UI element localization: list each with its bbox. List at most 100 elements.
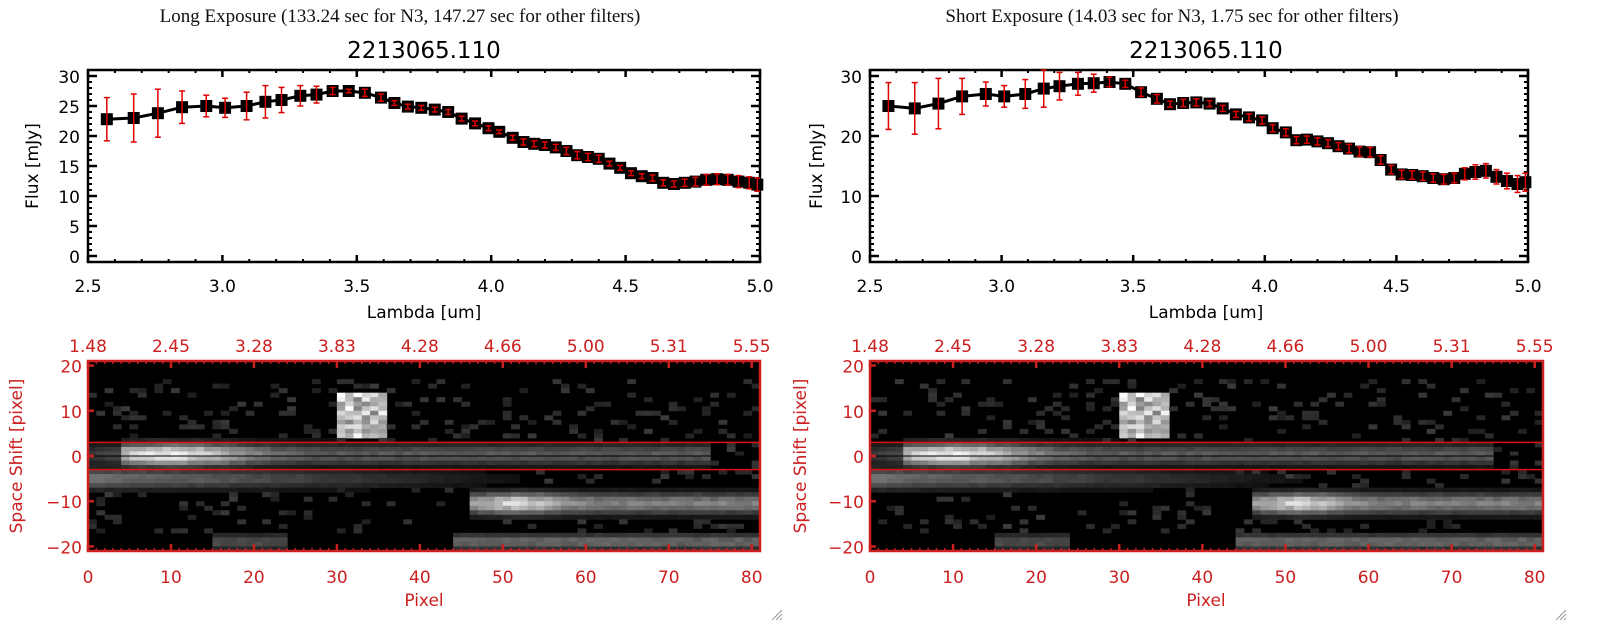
image-pixel — [345, 379, 354, 385]
image-pixel — [1302, 460, 1311, 466]
image-pixel — [1509, 514, 1519, 520]
image-pixel — [1277, 546, 1286, 552]
image-pixel — [585, 442, 595, 448]
image-pixel — [112, 446, 122, 452]
image-pixel — [88, 392, 97, 398]
image-pixel — [1243, 451, 1253, 457]
image-pixel — [635, 496, 645, 502]
image-pixel — [1343, 496, 1353, 502]
image-pixel — [944, 483, 954, 489]
image-pixel — [1518, 541, 1527, 547]
image-pixel — [179, 415, 189, 421]
image-pixel — [336, 478, 346, 484]
image-pixel — [1127, 469, 1137, 475]
image-pixel — [961, 487, 971, 493]
image-pixel — [1194, 505, 1203, 511]
image-pixel — [569, 496, 578, 502]
image-pixel — [693, 451, 703, 457]
image-pixel — [112, 424, 122, 430]
image-pixel — [237, 437, 247, 443]
image-x-tick-label: 30 — [326, 568, 348, 588]
image-pixel — [1069, 487, 1079, 493]
image-pixel — [585, 510, 595, 516]
image-pixel — [1434, 501, 1444, 507]
image-pixel — [1119, 456, 1129, 462]
image-pixel — [444, 469, 454, 475]
image-pixel — [1426, 501, 1436, 507]
image-pixel — [345, 465, 354, 471]
image-pixel — [1127, 379, 1137, 385]
image-pixel — [718, 469, 728, 475]
image-pixel — [577, 510, 587, 516]
image-pixel — [1459, 496, 1469, 502]
image-pixel — [978, 474, 987, 480]
image-pixel — [886, 465, 896, 471]
image-pixel — [1434, 424, 1444, 430]
image-pixel — [1119, 419, 1129, 425]
image-pixel — [1451, 546, 1461, 552]
image-pixel — [328, 451, 338, 457]
image-pixel — [1501, 415, 1511, 421]
image-pixel — [536, 546, 545, 552]
image-pixel — [253, 546, 263, 552]
image-pixel — [245, 469, 255, 475]
image-pixel — [1501, 510, 1511, 516]
image-pixel — [245, 483, 255, 489]
image-pixel — [1144, 410, 1153, 416]
image-pixel — [1019, 519, 1029, 525]
image-pixel — [1027, 537, 1037, 543]
error-bar — [496, 129, 503, 135]
image-pixel — [569, 510, 578, 516]
image-pixel — [936, 446, 946, 452]
image-pixel — [569, 424, 578, 430]
image-pixel — [1418, 501, 1428, 507]
image-pixel — [419, 469, 429, 475]
image-pixel — [1285, 501, 1295, 507]
image-pixel — [1194, 478, 1203, 484]
error-bar — [418, 104, 425, 111]
image-pixel — [1285, 456, 1295, 462]
resize-grip-short[interactable] — [1555, 609, 1567, 621]
image-pixel — [1194, 392, 1203, 398]
image-pixel — [643, 442, 653, 448]
image-pixel — [1094, 442, 1104, 448]
image-pixel — [436, 465, 446, 471]
image-pixel — [693, 532, 703, 538]
image-pixel — [660, 446, 670, 452]
image-pixel — [870, 433, 879, 439]
image-pixel — [1468, 514, 1478, 520]
image-pixel — [961, 446, 971, 452]
error-bar — [1493, 168, 1500, 185]
image-pixel — [345, 446, 354, 452]
image-pixel — [1509, 460, 1519, 466]
image-pixel — [1019, 487, 1029, 493]
image-pixel — [527, 492, 537, 498]
image-pixel — [627, 456, 637, 462]
error-bar — [911, 81, 918, 135]
image-pixel — [179, 501, 189, 507]
y-tick-label: 10 — [58, 188, 80, 208]
image-pixel — [693, 428, 703, 434]
image-pixel — [270, 537, 280, 543]
image-pixel — [1260, 546, 1270, 552]
image-pixel — [519, 514, 529, 520]
resize-grip-long[interactable] — [771, 609, 783, 621]
image-pixel — [1326, 492, 1336, 498]
image-pixel — [936, 469, 946, 475]
image-pixel — [677, 546, 686, 552]
image-pixel — [994, 537, 1004, 543]
image-pixel — [170, 437, 180, 443]
image-pixel — [469, 478, 479, 484]
image-pixel — [1127, 451, 1137, 457]
image-pixel — [1235, 546, 1245, 552]
image-pixel — [1351, 546, 1361, 552]
image-pixel — [635, 492, 645, 498]
image-pixel — [1343, 541, 1353, 547]
image-pixel — [129, 487, 139, 493]
image-pixel — [1418, 492, 1428, 498]
image-pixel — [1484, 492, 1494, 498]
image-pixel — [1227, 451, 1237, 457]
image-pixel — [677, 510, 686, 516]
image-pixel — [627, 541, 637, 547]
image-pixel — [1360, 501, 1370, 507]
